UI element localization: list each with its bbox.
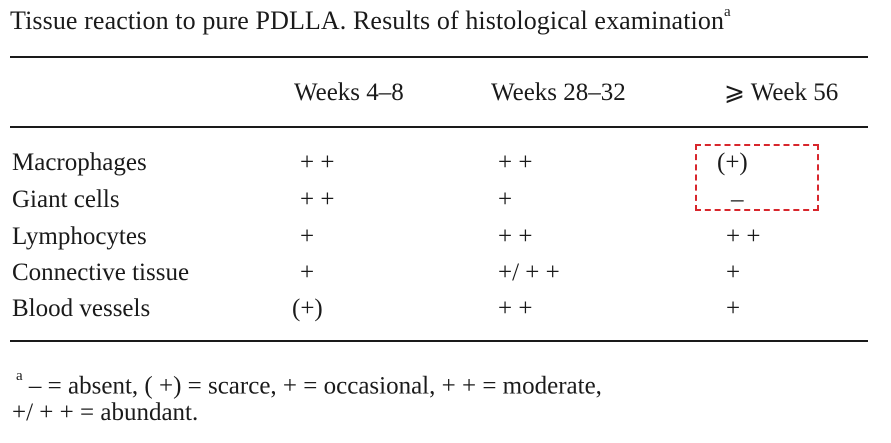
row-label-lymphocytes: Lymphocytes	[12, 223, 147, 250]
cell-connective-tissue-week-56: +	[726, 259, 741, 286]
table-caption: Tissue reaction to pure PDLLA. Results o…	[10, 4, 731, 36]
cell-connective-tissue-weeks-28-32: +/ + +	[498, 259, 560, 286]
row-label-blood-vessels: Blood vessels	[12, 295, 151, 322]
cell-lymphocytes-weeks-4-8: +	[300, 223, 315, 250]
header-rule	[10, 126, 868, 128]
header-weeks-4-8: Weeks 4–8	[294, 79, 404, 106]
cell-blood-vessels-week-56: +	[726, 295, 741, 322]
top-rule	[10, 56, 868, 58]
header-weeks-28-32: Weeks 28–32	[491, 79, 626, 106]
cell-lymphocytes-week-56: + +	[726, 223, 761, 250]
cell-macrophages-weeks-4-8: + +	[300, 149, 335, 176]
footnote-line-2: +/ + + = abundant.	[12, 399, 199, 426]
header-week-56: ⩾ Week 56	[724, 79, 839, 106]
footnote-line-1: a – = absent, ( +) = scarce, + = occasio…	[16, 364, 602, 402]
caption-footnote-marker: a	[724, 4, 731, 21]
cell-giant-cells-week-56: –	[731, 186, 744, 213]
cell-macrophages-week-56: (+)	[717, 149, 748, 176]
footnote-marker: a	[16, 368, 23, 384]
row-label-connective-tissue: Connective tissue	[12, 259, 190, 286]
row-label-macrophages: Macrophages	[12, 149, 147, 176]
cell-lymphocytes-weeks-28-32: + +	[498, 223, 533, 250]
cell-blood-vessels-weeks-28-32: + +	[498, 295, 533, 322]
footnote-text-1: – = absent, ( +) = scarce, + = occasiona…	[22, 372, 602, 400]
caption-text: Tissue reaction to pure PDLLA. Results o…	[10, 6, 725, 35]
highlight-box	[695, 144, 819, 211]
row-label-giant-cells: Giant cells	[12, 186, 120, 213]
cell-blood-vessels-weeks-4-8: (+)	[292, 295, 323, 322]
bottom-rule	[10, 340, 868, 342]
cell-giant-cells-weeks-28-32: +	[498, 186, 513, 213]
cell-macrophages-weeks-28-32: + +	[498, 149, 533, 176]
cell-connective-tissue-weeks-4-8: +	[300, 259, 315, 286]
cell-giant-cells-weeks-4-8: + +	[300, 186, 335, 213]
